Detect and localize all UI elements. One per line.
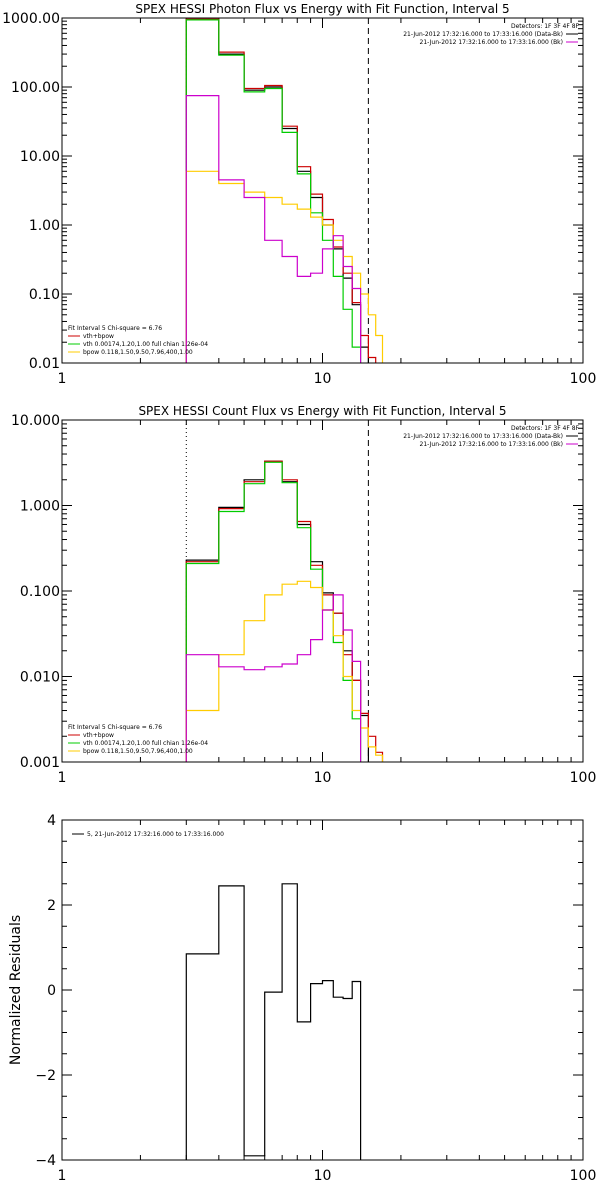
y-tick-label: 2 (47, 898, 56, 914)
legend-entry: 5, 21-Jun-2012 17:32:16.000 to 17:33:16.… (87, 831, 224, 838)
chart-title: SPEX HESSI Count Flux vs Energy with Fit… (138, 404, 506, 418)
series-line-bk (185, 95, 362, 363)
y-tick-label: 0.100 (20, 584, 60, 600)
series-line-data-bk (185, 460, 369, 762)
detectors-label: Detectors: 1F 3F 4F 8F (511, 23, 580, 30)
series-line-vth (185, 19, 362, 363)
x-tick-label: 1 (58, 1168, 67, 1184)
chart-panel-3: 1 10 100 4 2 0 −2 −4 Normalized Residuals 5, 21-J… (8, 813, 596, 1184)
legend-fit-title: Fit Interval 5 Chi-square = 6.76 (68, 724, 162, 731)
y-tick-label: 10.00 (20, 149, 60, 165)
x-tick-label: 10 (314, 371, 332, 387)
legend-entry: bpow 0.118,1.50,9.50,7.96,400,1.00 (83, 349, 193, 356)
legend-entry: vth+bpow (83, 333, 114, 340)
legend-entry: vth 0.00174,1.20,1.00 full chian 1.26e-0… (83, 740, 208, 747)
y-tick-label: 0.010 (20, 670, 60, 686)
x-tick-label: 1 (58, 770, 67, 786)
y-tick-label: 100.00 (11, 80, 60, 96)
series-line-vth-bpow (185, 18, 377, 363)
chart-panel-2: SPEX HESSI Count Flux vs Energy with Fit… (11, 404, 596, 786)
y-tick-label: 0.01 (29, 356, 60, 372)
legend-entry: bpow 0.118,1.50,9.50,7.96,400,1.00 (83, 748, 193, 755)
legend-entry: vth+bpow (83, 732, 114, 739)
legend-entry: vth 0.00174,1.20,1.00 full chian 1.26e-0… (83, 341, 208, 348)
x-tick-label: 100 (570, 1168, 597, 1184)
y-tick-label: 1.00 (29, 218, 60, 234)
series-line-bpow (185, 170, 384, 363)
chart-panel-1: SPEX HESSI Photon Flux vs Energy with Fi… (2, 2, 596, 387)
plot-frame (61, 17, 584, 364)
series-line-data-bk (185, 18, 369, 363)
legend-entry: 21-Jun-2012 17:32:16.000 to 17:33:16.000… (403, 31, 563, 38)
legend-entry: 21-Jun-2012 17:32:16.000 to 17:33:16.000… (403, 433, 563, 440)
y-tick-label: −4 (35, 1153, 56, 1169)
y-tick-label: 1.000 (20, 499, 60, 515)
x-tick-label: 10 (314, 1168, 332, 1184)
x-tick-label: 100 (570, 371, 597, 387)
legend-entry: 21-Jun-2012 17:32:16.000 to 17:33:16.000… (420, 441, 563, 448)
y-tick-label: 4 (47, 813, 56, 829)
y-axis-label: Normalized Residuals (8, 915, 24, 1065)
plot-frame (61, 419, 584, 763)
y-tick-label: 10.000 (11, 413, 60, 429)
detectors-label: Detectors: 1F 3F 4F 8F (511, 425, 580, 432)
chart-title: SPEX HESSI Photon Flux vs Energy with Fi… (135, 2, 509, 16)
legend-fit-title: Fit Interval 5 Chi-square = 6.76 (68, 325, 162, 332)
x-tick-label: 10 (314, 770, 332, 786)
series-line-bpow (185, 580, 384, 762)
plot-frame (61, 819, 584, 1161)
series-line-bk (185, 594, 362, 762)
x-tick-label: 100 (570, 770, 597, 786)
y-tick-label: 0 (47, 983, 56, 999)
series-line-vth (185, 461, 362, 762)
y-tick-label: 0.001 (20, 755, 60, 771)
y-tick-label: 0.10 (29, 287, 60, 303)
series-line-residuals (185, 883, 362, 1160)
x-tick-label: 1 (58, 371, 67, 387)
y-tick-label: −2 (35, 1068, 56, 1084)
y-tick-label: 1000.00 (2, 11, 60, 27)
legend-entry: 21-Jun-2012 17:32:16.000 to 17:33:16.000… (420, 39, 563, 46)
series-line-vth-bpow (185, 460, 384, 762)
